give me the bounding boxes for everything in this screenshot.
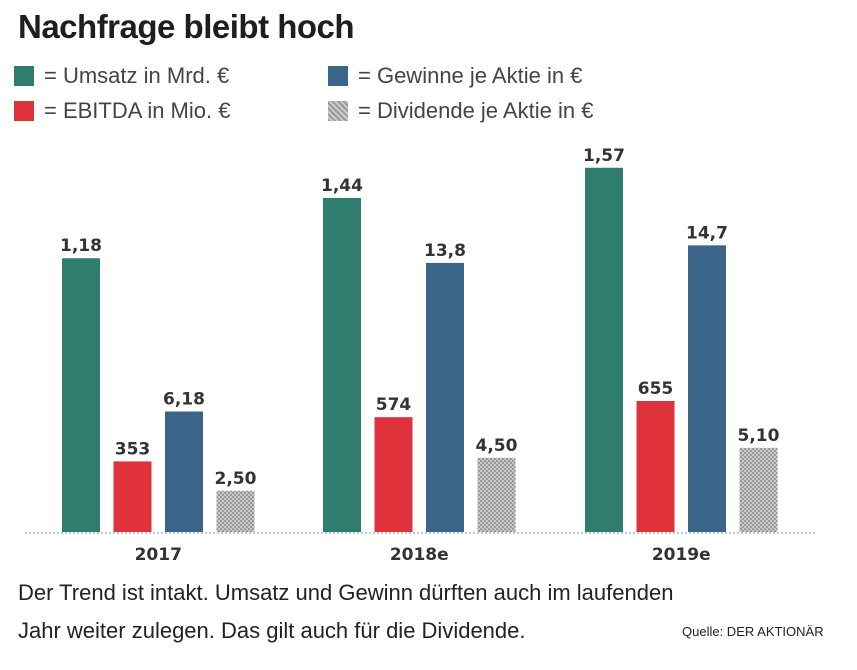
legend-item-gewinne: = Gewinne je Aktie in € — [328, 63, 582, 89]
bar-2-2017 — [165, 411, 203, 532]
bar-3-2018e — [477, 457, 516, 532]
bar-0-2017 — [62, 258, 100, 532]
legend-label: = EBITDA in Mio. € — [44, 98, 231, 123]
bar-2-2018e — [426, 262, 464, 532]
legend-label: = Dividende je Aktie in € — [358, 98, 594, 123]
data-label: 2,50 — [215, 469, 257, 489]
bar-0-2018e — [323, 197, 361, 533]
legend-swatch-umsatz — [14, 66, 34, 86]
bar-3-2019e — [739, 447, 778, 532]
x-tick-label: 2018e — [390, 545, 449, 565]
data-label: 5,10 — [738, 426, 780, 446]
bar-0-2019e — [585, 167, 623, 532]
data-label: 655 — [638, 379, 674, 399]
legend-label: = Umsatz in Mrd. € — [44, 63, 230, 88]
legend-swatch-dividende — [328, 101, 348, 121]
legend-swatch-ebitda — [14, 101, 34, 121]
legend-label: = Gewinne je Aktie in € — [358, 63, 583, 88]
data-label: 4,50 — [476, 436, 518, 456]
data-label: 1,18 — [60, 236, 102, 256]
x-tick-label: 2017 — [135, 545, 182, 565]
data-label: 353 — [115, 439, 151, 459]
data-label: 6,18 — [163, 389, 205, 409]
x-tick-label: 2019e — [652, 545, 711, 565]
data-label: 1,44 — [321, 176, 363, 196]
caption-line-1: Der Trend ist intakt. Umsatz und Gewinn … — [18, 580, 674, 605]
data-label: 14,7 — [686, 223, 728, 243]
data-label: 13,8 — [424, 241, 466, 261]
bar-2-2019e — [688, 245, 726, 532]
data-label: 574 — [376, 395, 412, 415]
data-label: 1,57 — [583, 146, 625, 166]
bar-1-2019e — [636, 401, 675, 532]
bar-chart: 1,18 353 6,18 2,50 2017 1,44 574 13,8 4,50 2018e 1… — [25, 146, 815, 565]
chart-title: Nachfrage bleibt hoch — [18, 8, 355, 45]
caption-line-2: Jahr weiter zulegen. Das gilt auch für d… — [18, 618, 526, 643]
bar-1-2018e — [374, 417, 413, 532]
bar-3-2017 — [216, 490, 255, 532]
caption: Der Trend ist intakt. Umsatz und Gewinn … — [18, 574, 798, 650]
source-note: Quelle: DER AKTIONÄR — [682, 624, 824, 639]
legend-item-umsatz: = Umsatz in Mrd. € — [14, 63, 229, 89]
legend-item-dividende: = Dividende je Aktie in € — [328, 98, 593, 124]
legend-item-ebitda: = EBITDA in Mio. € — [14, 98, 230, 124]
bar-1-2017 — [113, 461, 152, 532]
legend-swatch-gewinne — [328, 66, 348, 86]
